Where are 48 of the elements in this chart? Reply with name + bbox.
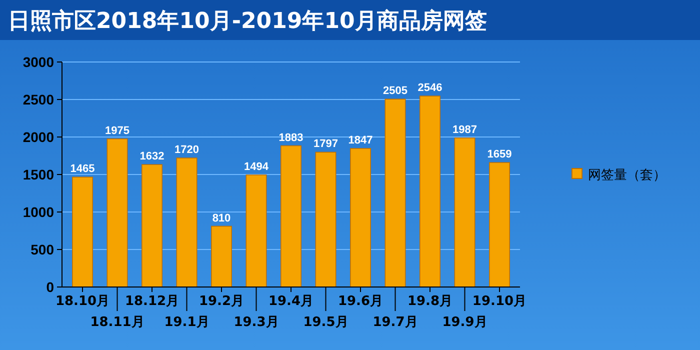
x-tick-label: 19.9月 [442,315,488,330]
bar [142,164,162,288]
data-label: 1987 [452,124,477,136]
x-tick-label: 18.12月 [124,294,180,309]
bar [280,145,302,288]
bar [384,98,406,288]
data-label: 1494 [244,160,270,173]
x-tick-label: 18.11月 [90,315,144,330]
y-tick-label: 500 [30,241,54,258]
bar [246,174,267,288]
bar [72,176,93,288]
data-label: 1975 [105,124,130,137]
y-tick-label: 3000 [22,54,54,70]
y-tick-label: 2000 [22,128,54,145]
x-tick-label: 19.8月 [407,294,453,309]
x-tick-label: 19.7月 [372,315,418,330]
data-label: 1883 [278,132,304,144]
bar [454,138,476,288]
x-tick-label: 19.4月 [268,294,314,309]
bar [176,158,198,288]
y-tick-label: 0 [46,278,54,295]
data-label: 1797 [314,138,338,150]
y-tick-label: 1500 [22,166,54,182]
bar [211,226,232,288]
bar [106,138,128,288]
x-tick-label: 19.2月 [198,294,244,309]
data-label: 1659 [487,148,512,161]
y-tick-label: 1000 [22,204,54,220]
data-label: 2546 [418,82,442,94]
bar [420,96,440,288]
x-tick-label: 19.1月 [164,315,210,330]
data-label: 1632 [140,150,164,163]
x-tick-label: 19.5月 [303,315,348,330]
x-tick-label: 18.10月 [55,294,110,309]
data-label: 1720 [174,144,199,156]
data-label: 810 [212,212,231,224]
data-label: 1465 [70,163,95,176]
y-tick-label: 2500 [22,91,54,108]
x-tick-label: 19.3月 [234,315,279,330]
data-label: 1847 [348,134,373,146]
bar [350,148,371,288]
legend-label: 网签量（套） [588,168,666,184]
x-tick-label: 19.10月 [472,294,527,309]
bar [489,162,510,288]
chart-title: 日照市区2018年10月-2019年10月商品房网签 [8,8,487,34]
data-label: 2505 [383,85,408,98]
bar [315,152,336,288]
x-tick-label: 19.6月 [338,294,384,309]
